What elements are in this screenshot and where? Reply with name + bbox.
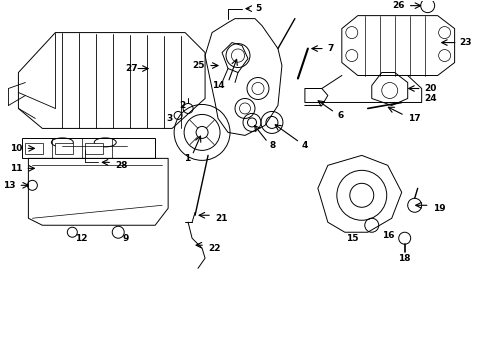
Text: 24: 24 [424, 94, 436, 103]
Text: 21: 21 [215, 214, 227, 223]
Text: 25: 25 [192, 61, 204, 70]
FancyBboxPatch shape [55, 143, 73, 154]
Text: 11: 11 [10, 164, 22, 173]
Text: 2: 2 [179, 101, 185, 110]
Text: 7: 7 [327, 44, 333, 53]
Text: 19: 19 [432, 204, 445, 213]
Text: 3: 3 [165, 114, 172, 123]
Text: 1: 1 [183, 154, 190, 163]
Text: 17: 17 [407, 114, 420, 123]
Text: 14: 14 [212, 81, 224, 90]
FancyBboxPatch shape [25, 143, 43, 154]
Text: 10: 10 [10, 144, 22, 153]
Text: 20: 20 [424, 84, 436, 93]
Text: 28: 28 [115, 161, 127, 170]
Text: 12: 12 [75, 234, 88, 243]
Text: 13: 13 [3, 181, 16, 190]
Text: 23: 23 [459, 38, 471, 47]
Text: 8: 8 [269, 141, 276, 150]
Text: 26: 26 [391, 1, 404, 10]
Text: 5: 5 [254, 4, 261, 13]
Text: 15: 15 [345, 234, 357, 243]
Text: 9: 9 [122, 234, 128, 243]
Text: 27: 27 [125, 64, 138, 73]
Text: 6: 6 [337, 111, 344, 120]
Text: 16: 16 [381, 231, 393, 240]
Text: 18: 18 [398, 254, 410, 263]
Text: 4: 4 [301, 141, 307, 150]
Text: 22: 22 [207, 244, 220, 253]
FancyBboxPatch shape [85, 143, 103, 154]
